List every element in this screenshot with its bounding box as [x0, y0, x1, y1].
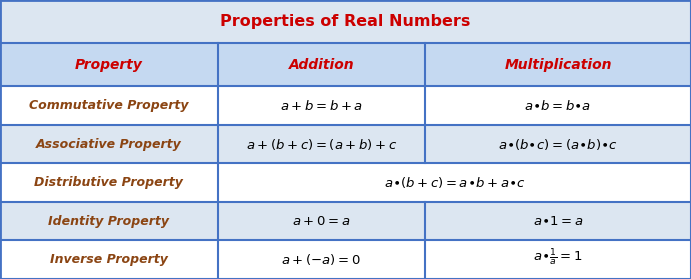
Bar — [0, 240, 218, 279]
Bar — [0, 0, 691, 43]
Bar — [0, 163, 218, 202]
Text: $a+0=a$: $a+0=a$ — [292, 215, 350, 228]
Bar — [218, 202, 425, 240]
Text: Identity Property: Identity Property — [48, 215, 169, 228]
Text: $a{\bullet}(b+c)=a{\bullet}b+a{\bullet}c$: $a{\bullet}(b+c)=a{\bullet}b+a{\bullet}c… — [384, 175, 525, 190]
Bar — [218, 240, 425, 279]
Bar — [0, 43, 218, 86]
Text: Property: Property — [75, 58, 143, 72]
Text: Commutative Property: Commutative Property — [29, 99, 189, 112]
Text: $a+b=b+a$: $a+b=b+a$ — [280, 99, 363, 113]
Text: $a+(-a)=0$: $a+(-a)=0$ — [281, 252, 361, 267]
Bar — [425, 240, 691, 279]
Bar — [218, 86, 425, 125]
Bar — [425, 43, 691, 86]
Text: $a{\bullet}1=a$: $a{\bullet}1=a$ — [533, 215, 583, 228]
Bar — [0, 202, 218, 240]
Bar — [0, 86, 218, 125]
Text: $a{\bullet}(b{\bullet}c)=(a{\bullet}b){\bullet}c$: $a{\bullet}(b{\bullet}c)=(a{\bullet}b){\… — [498, 137, 618, 152]
Text: $a{\bullet}\frac{1}{a}=1$: $a{\bullet}\frac{1}{a}=1$ — [533, 247, 583, 267]
Text: $a{\bullet}b=b{\bullet}a$: $a{\bullet}b=b{\bullet}a$ — [524, 99, 591, 113]
Bar — [425, 125, 691, 163]
Text: $a+(b+c)=(a+b)+c$: $a+(b+c)=(a+b)+c$ — [245, 137, 397, 152]
Bar — [218, 43, 425, 86]
Text: Multiplication: Multiplication — [504, 58, 612, 72]
Bar — [425, 86, 691, 125]
Text: Addition: Addition — [289, 58, 354, 72]
Text: Properties of Real Numbers: Properties of Real Numbers — [220, 14, 471, 29]
Bar — [218, 125, 425, 163]
Text: Distributive Property: Distributive Property — [35, 176, 183, 189]
Text: Inverse Property: Inverse Property — [50, 253, 168, 266]
Bar — [425, 202, 691, 240]
Bar — [0, 125, 218, 163]
Bar — [218, 163, 691, 202]
Text: Associative Property: Associative Property — [36, 138, 182, 151]
